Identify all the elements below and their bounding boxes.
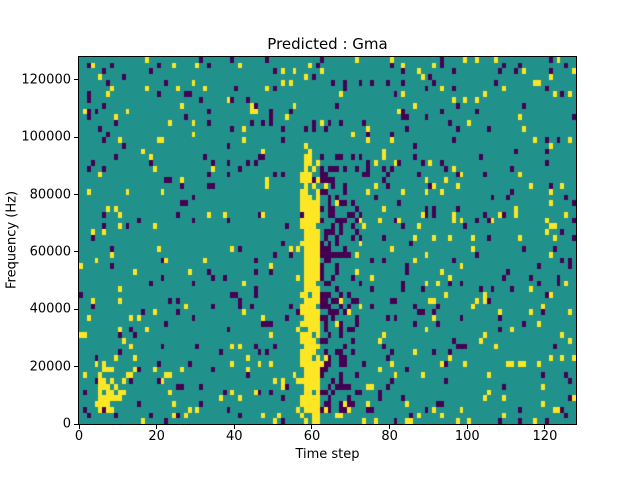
x-axis-label: Time step [295,447,360,462]
chart-title: Predicted : Gma [267,35,388,53]
heatmap-canvas [79,57,576,424]
y-tick-mark [74,366,78,368]
x-tick-mark [311,425,313,429]
y-tick-label: 20000 [29,359,71,375]
x-tick-mark [233,425,235,429]
x-tick-label: 80 [381,429,398,444]
x-tick-mark [156,425,158,429]
y-tick-label: 0 [62,416,71,432]
y-tick-label: 100000 [21,129,71,145]
y-tick-label: 40000 [29,301,71,317]
x-tick-mark [78,425,80,429]
y-tick-mark [74,251,78,253]
y-tick-label: 60000 [29,244,71,260]
y-tick-mark [74,423,78,425]
x-tick-label: 40 [226,429,243,444]
x-tick-label: 100 [454,429,480,444]
plot-area [78,56,577,425]
y-axis-label: Frequency (Hz) [4,190,20,290]
x-tick-label: 20 [148,429,165,444]
x-tick-label: 120 [532,429,558,444]
x-tick-mark [544,425,546,429]
x-tick-mark [389,425,391,429]
x-tick-mark [466,425,468,429]
y-tick-mark [74,308,78,310]
x-tick-label: 0 [74,429,84,444]
y-tick-mark [74,136,78,138]
x-tick-label: 60 [303,429,321,444]
y-tick-mark [74,79,78,81]
y-tick-label: 120000 [21,72,71,88]
y-tick-label: 80000 [29,187,71,203]
y-tick-mark [74,194,78,196]
